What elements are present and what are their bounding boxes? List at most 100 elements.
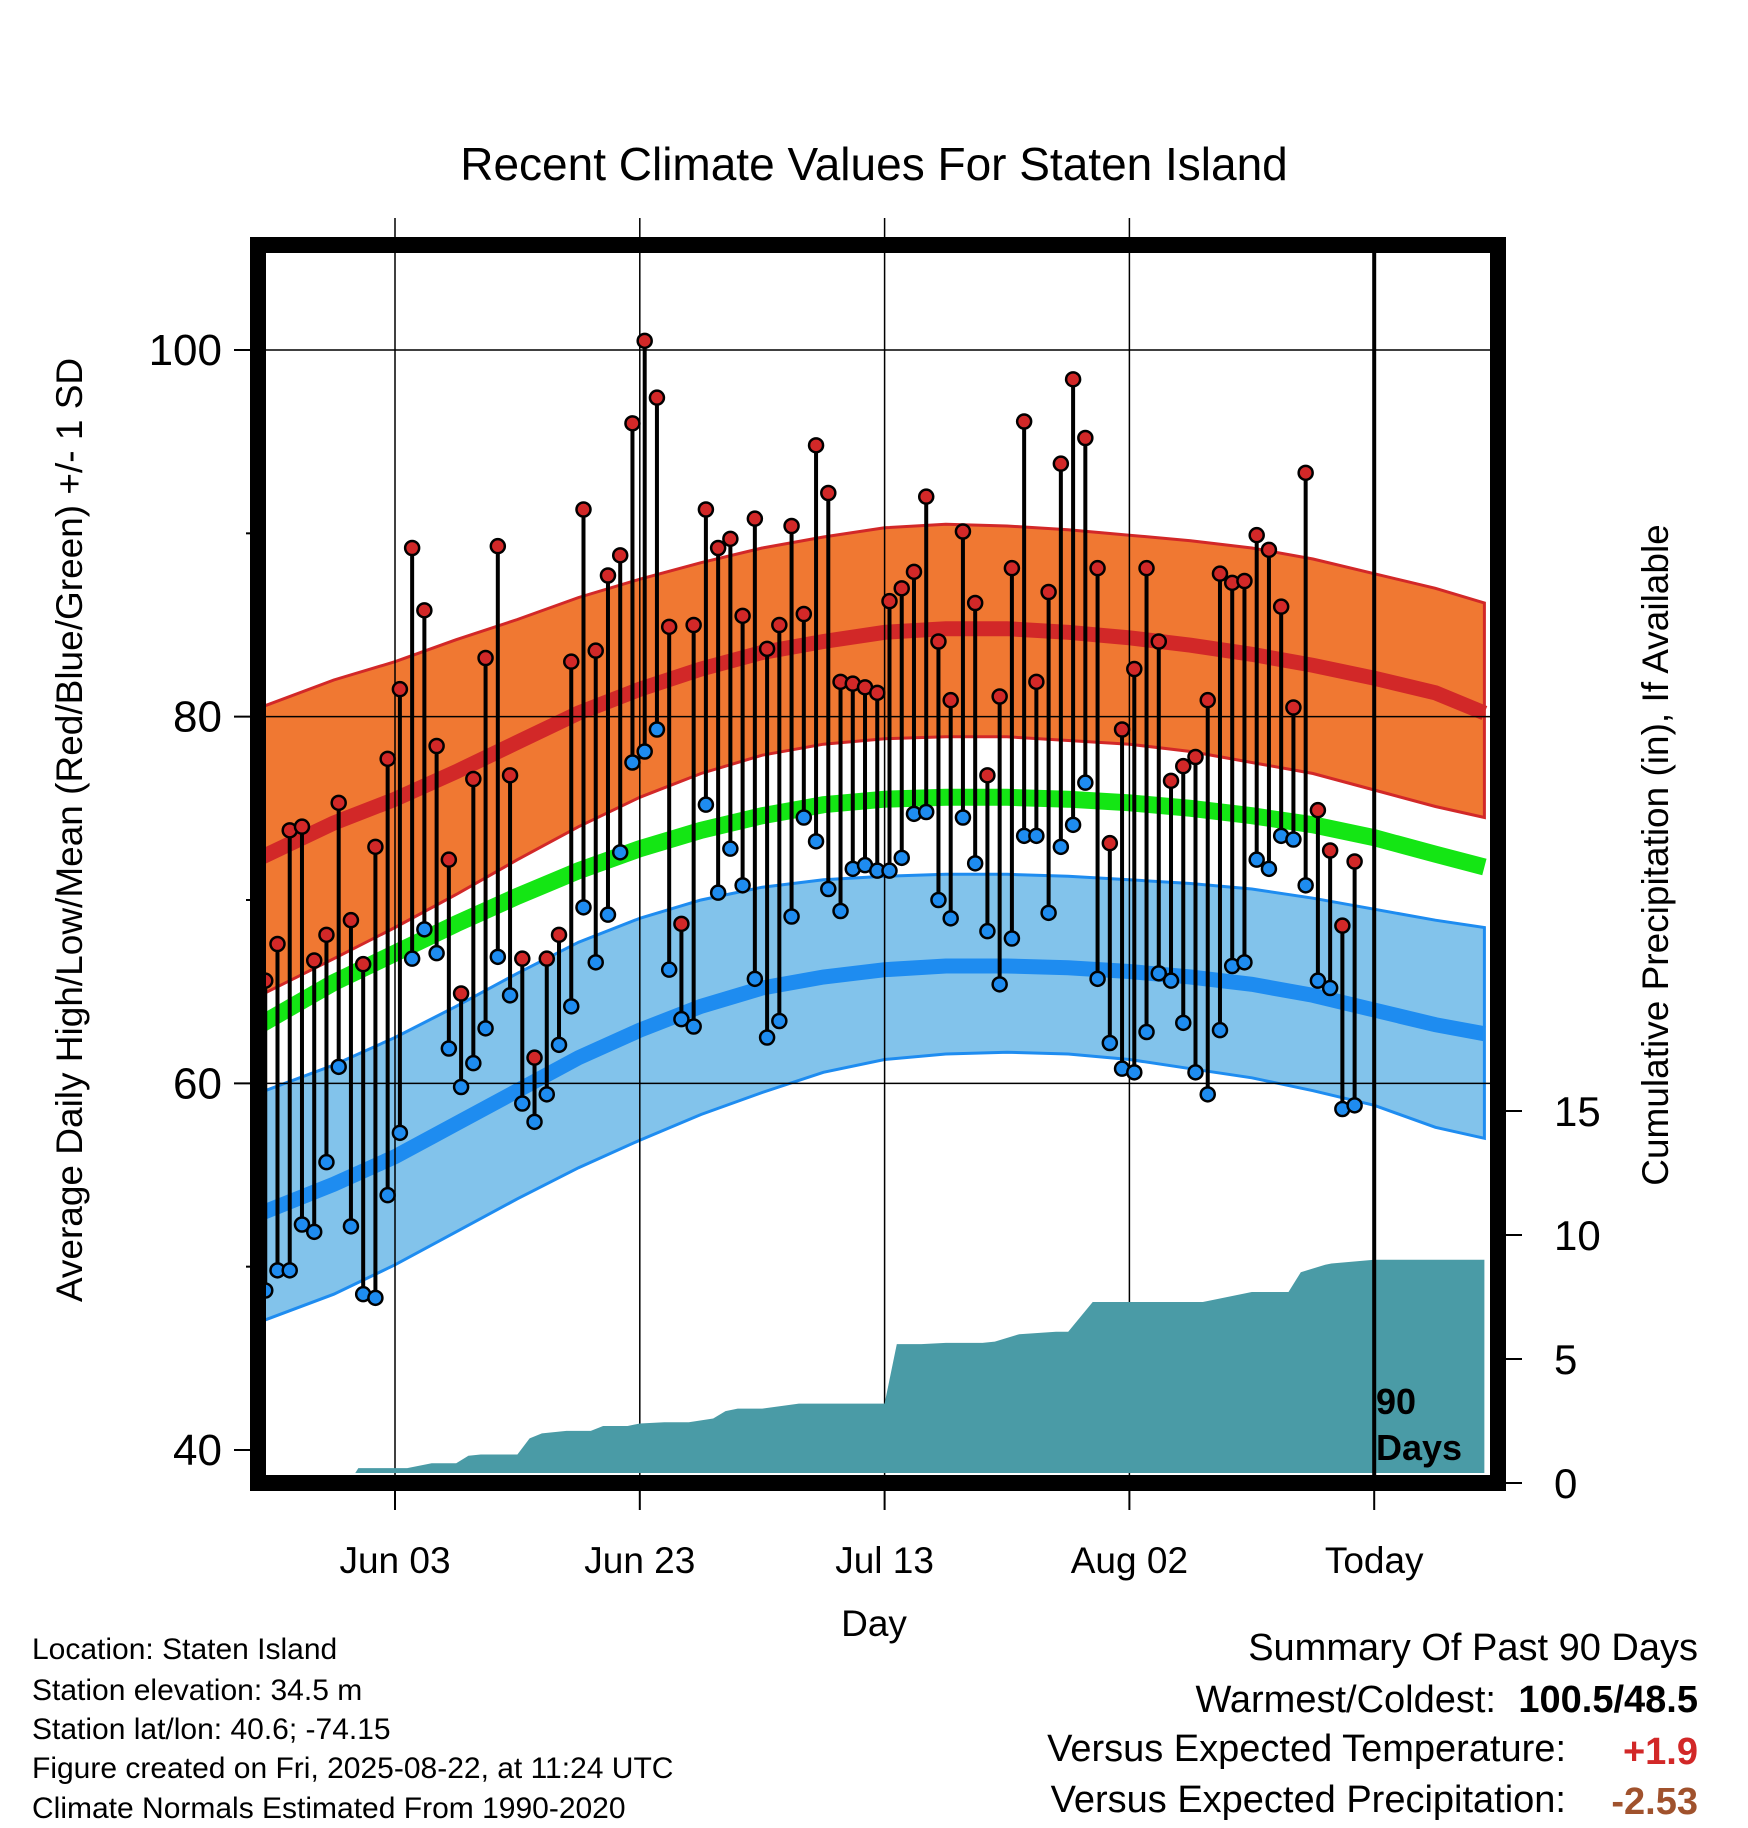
- daily-high-point: [954, 523, 972, 540]
- daily-high-point: [783, 517, 800, 535]
- daily-low-point: [489, 948, 507, 966]
- daily-low-point: [660, 961, 678, 978]
- precipitation-area: [355, 1259, 1485, 1473]
- daily-high-point: [636, 332, 653, 350]
- daily-low-point: [587, 954, 604, 971]
- summary-temp-value: +1.9: [1623, 1731, 1698, 1773]
- x-axis: Jun 03 Jun 23 Jul 13 Aug 02 Today: [339, 1483, 1424, 1581]
- daily-low-point: [979, 922, 996, 940]
- daily-low-point: [526, 1113, 543, 1131]
- today-days-label: Days: [1376, 1427, 1462, 1468]
- daily-low-point: [1126, 1064, 1143, 1081]
- daily-high-point: [440, 851, 458, 868]
- daily-high-point: [1334, 917, 1351, 934]
- daily-low-point: [501, 987, 519, 1004]
- daily-low-point: [832, 902, 849, 920]
- daily-high-point: [795, 605, 813, 623]
- daily-high-point: [869, 684, 886, 702]
- x-tick-label: Jul 13: [835, 1540, 934, 1581]
- normals-bands: [263, 522, 1488, 1323]
- daily-low-point: [1199, 1086, 1216, 1103]
- daily-high-point: [1101, 834, 1119, 852]
- low-normal-band: [263, 872, 1486, 1323]
- daily-high-point: [807, 437, 825, 454]
- y-tick-label: 80: [173, 693, 222, 742]
- y2-tick-label: 5: [1554, 1336, 1577, 1383]
- daily-high-point: [379, 750, 396, 768]
- daily-low-point: [1150, 965, 1168, 982]
- summary-precip-label: Versus Expected Precipitation:: [1051, 1779, 1566, 1821]
- daily-high-point: [685, 616, 702, 634]
- x-tick-label: Jun 03: [339, 1540, 450, 1581]
- daily-low-point: [673, 1010, 690, 1028]
- daily-low-point: [599, 906, 617, 923]
- daily-low-point: [281, 1262, 298, 1279]
- summary-warm-cold-label: Warmest/Coldest:: [1195, 1679, 1496, 1721]
- daily-low-point: [305, 1223, 323, 1241]
- daily-high-point: [550, 926, 568, 944]
- daily-low-point: [1309, 972, 1327, 989]
- daily-dots: [263, 332, 1363, 1307]
- daily-high-point: [293, 818, 311, 835]
- summary-panel: Summary Of Past 90 Days Warmest/Coldest:…: [1047, 1627, 1698, 1823]
- precipitation-fill: [355, 1259, 1485, 1473]
- x-tick-label: Jun 23: [584, 1540, 695, 1581]
- daily-high-point: [1236, 572, 1253, 590]
- daily-high-point: [917, 488, 935, 505]
- daily-high-point: [305, 952, 323, 969]
- daily-low-point: [917, 803, 935, 821]
- daily-high-point: [1040, 583, 1057, 601]
- daily-low-point: [293, 1216, 311, 1233]
- daily-high-point: [1321, 842, 1339, 859]
- daily-low-point: [465, 1054, 482, 1072]
- daily-high-point: [1187, 748, 1204, 766]
- daily-low-point: [991, 976, 1008, 993]
- y-axis-label: Average Daily High/Low/Mean (Red/Blue/Gr…: [49, 358, 90, 1302]
- daily-low-point: [379, 1186, 396, 1204]
- daily-high-point: [1126, 660, 1143, 678]
- daily-low-point: [538, 1086, 556, 1103]
- daily-low-point: [746, 970, 764, 988]
- daily-low-point: [820, 880, 837, 898]
- daily-high-point: [734, 607, 751, 625]
- daily-high-point: [722, 530, 739, 548]
- daily-low-point: [685, 1018, 702, 1035]
- footer-created: Figure created on Fri, 2025-08-22, at 11…: [32, 1752, 673, 1785]
- daily-low-point: [942, 910, 959, 927]
- daily-low-point: [1236, 954, 1253, 971]
- daily-low-point: [893, 849, 910, 867]
- daily-high-point: [318, 926, 335, 944]
- daily-low-point: [1077, 774, 1094, 791]
- daily-high-point: [673, 915, 690, 933]
- x-tick-label: Today: [1325, 1540, 1424, 1581]
- daily-low-point: [1248, 851, 1265, 868]
- daily-low-point: [954, 809, 972, 826]
- footer-normals-note: Climate Normals Estimated From 1990-2020: [32, 1792, 626, 1825]
- daily-high-point: [820, 484, 837, 502]
- today-marker: 90 Days: [1372, 253, 1462, 1475]
- daily-high-point: [930, 633, 947, 650]
- daily-high-point: [526, 1049, 543, 1066]
- daily-high-point: [660, 618, 678, 636]
- daily-high-point: [330, 794, 347, 812]
- daily-high-point: [1028, 673, 1045, 691]
- daily-low-point: [709, 884, 727, 901]
- daily-low-point: [367, 1289, 384, 1307]
- daily-low-point: [1162, 972, 1180, 989]
- y2-tick-label: 0: [1554, 1460, 1577, 1507]
- daily-high-point: [477, 649, 494, 667]
- daily-high-point: [367, 838, 384, 856]
- daily-low-point: [1040, 904, 1057, 922]
- daily-high-point: [905, 563, 923, 581]
- daily-high-point: [452, 985, 470, 1002]
- summary-warm-cold-value: 100.5/48.5: [1518, 1679, 1698, 1721]
- x-tick-label: Aug 02: [1071, 1540, 1188, 1581]
- daily-high-point: [563, 653, 580, 670]
- daily-high-point: [746, 510, 764, 527]
- plot-frame: [250, 237, 1506, 1491]
- daily-low-point: [403, 950, 421, 967]
- daily-low-point: [440, 1040, 458, 1057]
- daily-low-point: [648, 721, 666, 738]
- daily-low-point: [1175, 1014, 1192, 1032]
